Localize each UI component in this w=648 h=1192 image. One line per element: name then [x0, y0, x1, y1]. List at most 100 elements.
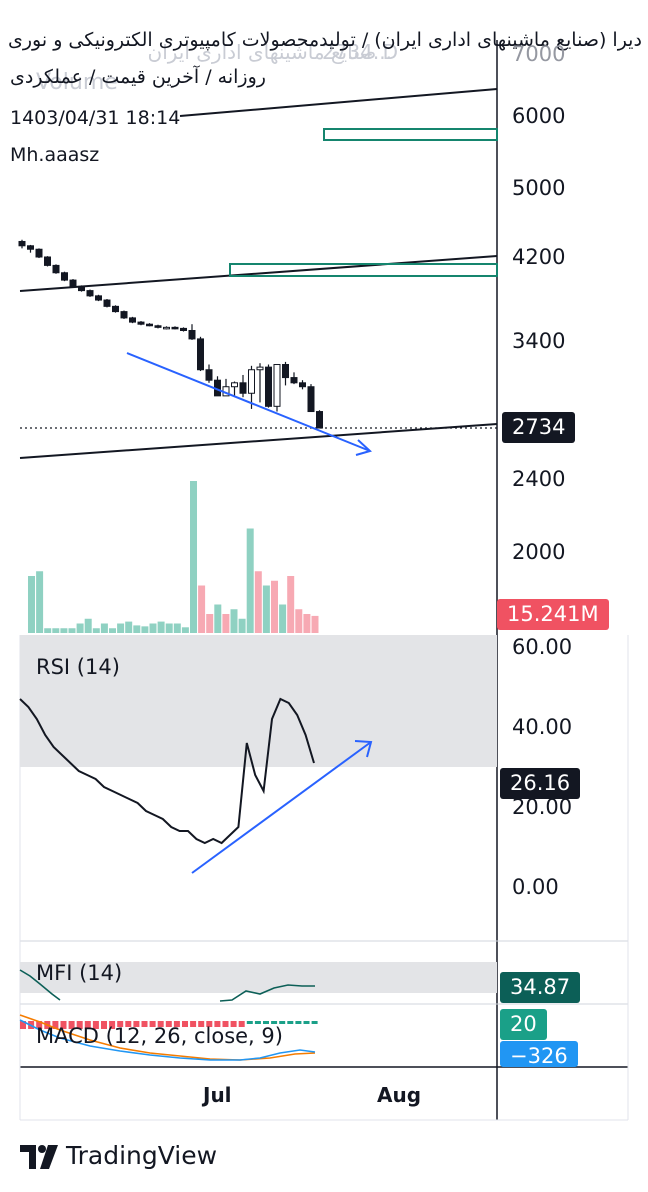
volume-bar: [214, 604, 222, 633]
chart-title: دیرا (صنایع ماشینهای اداری ایران) / تولی…: [8, 29, 642, 51]
volume-bar: [68, 628, 76, 633]
resistance-line[interactable]: [179, 88, 498, 117]
macd-hist-bar: [295, 1021, 302, 1024]
price-trend-arrow[interactable]: [126, 352, 372, 456]
candle: [120, 310, 128, 319]
candle: [188, 324, 196, 340]
zone-box-lower[interactable]: [229, 263, 498, 277]
rsi-band: [20, 635, 497, 767]
support-line-lower[interactable]: [19, 423, 498, 459]
macd-hist-bar: [263, 1021, 269, 1024]
volume-bar: [254, 571, 262, 633]
volume-bar: [181, 627, 189, 633]
rsi-line: [19, 697, 315, 845]
macd-hist-bar: [60, 1021, 67, 1029]
mfi-line-right: [219, 984, 315, 1002]
macd-label: MACD (12, 26, close, 9): [36, 1024, 283, 1048]
macd-hist-bar: [165, 1021, 172, 1027]
macd-hist-bar: [287, 1021, 294, 1024]
macd-hist-bar: [117, 1021, 124, 1027]
rsi-axis-0: 0.00: [512, 875, 559, 899]
macd-hist-bar: [68, 1021, 75, 1029]
candle: [299, 380, 306, 390]
macd-signal-line: [19, 1014, 316, 1061]
macd-hist-bar: [101, 1021, 107, 1029]
last-price-badge: 2734: [502, 412, 576, 443]
mfi-band: [20, 962, 497, 993]
candle: [307, 384, 315, 413]
macd-hist-bar: [222, 1021, 229, 1027]
rsi-label: RSI (14): [36, 655, 120, 679]
volume-bar: [262, 585, 270, 633]
candle: [27, 244, 34, 253]
candle: [146, 323, 153, 327]
volume-bar: [117, 623, 125, 633]
volume-bar: [28, 576, 35, 633]
volume-bar: [52, 628, 60, 633]
macd-hist-bar: [149, 1021, 156, 1027]
watermark-price: 2734...: [322, 40, 392, 64]
volume-value-badge: 15.241M: [497, 599, 609, 630]
macd-hist-bar: [52, 1021, 59, 1029]
volume-bar: [206, 614, 214, 633]
price-label-6000: 6000: [512, 104, 566, 128]
volume-bar: [133, 625, 141, 633]
zone-box-upper[interactable]: [323, 128, 498, 141]
candle: [197, 336, 204, 372]
rsi-axis-40: 40.00: [512, 715, 573, 739]
volume-bar: [279, 604, 287, 633]
volume-bar: [76, 623, 84, 633]
price-label-4200: 4200: [512, 245, 566, 269]
mfi-line-left: [19, 969, 61, 1001]
rsi-axis-60: 60.00: [512, 635, 573, 659]
candle: [78, 285, 85, 292]
watermark-volume: Volume: [36, 70, 118, 95]
macd-hist-bar: [182, 1021, 188, 1027]
macd-hist-bar: [230, 1021, 237, 1027]
macd-hist-bar: [92, 1021, 99, 1029]
volume-bar: [109, 628, 116, 633]
chart-author: Mh.aaasz: [10, 144, 100, 166]
volume-bar: [303, 614, 311, 633]
candle: [205, 364, 213, 383]
price-label-3400: 3400: [512, 329, 566, 353]
mfi-value-badge: 34.87: [500, 972, 581, 1003]
candle: [163, 326, 170, 330]
volume-bar: [36, 571, 44, 633]
candle: [112, 305, 119, 313]
volume-bar: [246, 528, 254, 633]
volume-bar: [157, 621, 165, 633]
volume-bar: [230, 609, 238, 633]
rsi-axis-20: 20.00: [512, 795, 573, 819]
candle: [18, 239, 26, 249]
brand-name[interactable]: TradingView: [66, 1141, 218, 1170]
volume-bar: [92, 628, 100, 633]
macd-hist-bar: [246, 1021, 253, 1024]
macd-hist-bar: [279, 1021, 286, 1024]
volume-bar: [238, 618, 246, 633]
candle: [95, 294, 102, 302]
macd-hist-bar: [238, 1021, 245, 1027]
macd-value-badge-b: −326: [500, 1041, 578, 1067]
volume-bar: [165, 623, 173, 633]
volume-bar: [311, 615, 319, 633]
candle: [248, 365, 255, 409]
macd-hist-bar: [190, 1021, 197, 1027]
macd-hist-bar: [198, 1021, 205, 1027]
price-label-7000: 7000: [512, 42, 566, 66]
tradingview-logo-icon[interactable]: [20, 1145, 60, 1169]
macd-hist-bar: [36, 1021, 43, 1029]
macd-hist-bar: [173, 1021, 180, 1027]
chart-datetime: 1403/04/31 18:14: [10, 107, 181, 129]
volume-bar: [198, 585, 206, 633]
watermark-symbol: صنایع ماشینهای اداری ایران D: [147, 40, 399, 64]
support-line-upper[interactable]: [19, 255, 498, 292]
macd-hist-bar: [141, 1021, 148, 1027]
candle: [103, 299, 111, 308]
macd-hist-bar: [157, 1021, 164, 1027]
rsi-trend-arrow[interactable]: [191, 740, 373, 874]
volume-bar: [271, 580, 278, 633]
macd-hist-bar: [303, 1021, 310, 1024]
macd-hist-bar: [84, 1021, 91, 1029]
